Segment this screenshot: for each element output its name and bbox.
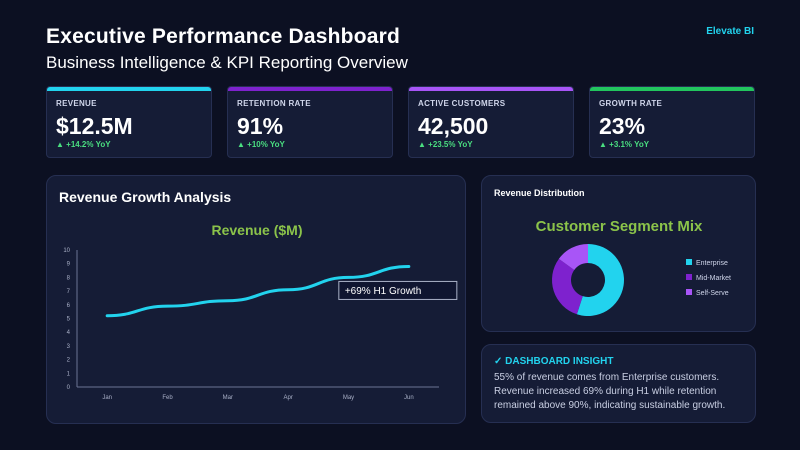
insight-line: Revenue increased 69% during H1 while re… — [494, 386, 717, 397]
kpi-card-growth-rate: GROWTH RATE 23% ▲ +3.1% YoY — [589, 86, 755, 158]
x-tick-label: Jun — [404, 395, 414, 401]
insight-panel: ✓ DASHBOARD INSIGHT 55% of revenue comes… — [481, 344, 756, 423]
x-tick-label: Apr — [283, 395, 292, 401]
y-tick-label: 10 — [63, 248, 70, 254]
chart-title: Customer Segment Mix — [536, 218, 703, 235]
panel-title: Revenue Distribution — [494, 188, 585, 198]
page-title: Executive Performance Dashboard — [46, 25, 401, 48]
donut-slice-enterprise — [576, 244, 624, 316]
y-tick-label: 7 — [67, 289, 71, 295]
x-tick-label: Jan — [102, 395, 112, 401]
y-tick-label: 8 — [67, 275, 71, 281]
x-tick-label: Mar — [223, 395, 233, 401]
legend-swatch — [686, 289, 692, 295]
kpi-label: REVENUE — [56, 99, 97, 108]
kpi-value: 91% — [237, 113, 284, 139]
kpi-card-revenue: REVENUE $12.5M ▲ +14.2% YoY — [46, 86, 212, 158]
kpi-accent-bar — [228, 87, 392, 91]
legend-label: Enterprise — [696, 260, 728, 267]
revenue-series-line — [105, 264, 411, 318]
legend-swatch — [686, 274, 692, 280]
kpi-value: $12.5M — [56, 113, 133, 139]
x-tick-label: Feb — [162, 395, 173, 401]
insight-line: 55% of revenue comes from Enterprise cus… — [494, 372, 720, 383]
x-tick-label: May — [343, 395, 354, 401]
donut-slice-self-serve — [558, 244, 588, 271]
kpi-card-retention: RETENTION RATE 91% ▲ +10% YoY — [227, 86, 393, 158]
kpi-accent-bar — [47, 87, 211, 91]
legend-label: Mid-Market — [696, 275, 731, 282]
revenue-growth-panel: Revenue Growth Analysis Revenue ($M) 0 1 2 3… — [46, 175, 466, 424]
revenue-line-chart: Revenue ($M) 0 1 2 3 4 5 6 7 8 9 10 Jan Feb Mar Apr May J… — [63, 222, 458, 401]
kpi-value: 23% — [599, 113, 646, 139]
donut-slice-mid-market — [552, 258, 583, 315]
segment-donut-chart: Customer Segment Mix Enterprise Mid-Market… — [536, 218, 731, 316]
y-tick-label: 2 — [67, 358, 71, 364]
brand-logo: Elevate BI — [706, 26, 754, 37]
insight-line: remained above 90%, indicating sustainab… — [494, 400, 726, 411]
kpi-accent-bar — [409, 87, 573, 91]
insight-body: 55% of revenue comes from Enterprise cus… — [494, 371, 743, 413]
kpi-card-active-customers: ACTIVE CUSTOMERS 42,500 ▲ +23.5% YoY — [408, 86, 574, 158]
kpi-delta: ▲ +10% YoY — [237, 140, 285, 149]
y-tick-label: 1 — [67, 371, 71, 377]
y-tick-label: 3 — [67, 344, 71, 350]
kpi-delta: ▲ +3.1% YoY — [599, 140, 650, 149]
page-subtitle: Business Intelligence & KPI Reporting Ov… — [46, 53, 408, 72]
y-tick-label: 5 — [67, 317, 71, 323]
y-tick-label: 6 — [67, 303, 71, 309]
kpi-accent-bar — [590, 87, 754, 91]
y-tick-label: 4 — [67, 330, 71, 336]
y-tick-label: 9 — [67, 262, 71, 268]
legend-label: Self-Serve — [696, 290, 729, 297]
legend-swatch — [686, 259, 692, 265]
annotation-label: +69% H1 Growth — [345, 286, 421, 297]
kpi-delta: ▲ +23.5% YoY — [418, 140, 473, 149]
panel-title: Revenue Growth Analysis — [59, 189, 232, 205]
annotation-box — [338, 280, 458, 300]
kpi-label: GROWTH RATE — [599, 99, 663, 108]
kpi-value: 42,500 — [418, 113, 489, 139]
kpi-label: ACTIVE CUSTOMERS — [418, 99, 506, 108]
kpi-delta: ▲ +14.2% YoY — [56, 140, 111, 149]
y-tick-label: 0 — [67, 385, 71, 391]
chart-title: Revenue ($M) — [211, 222, 302, 238]
insight-heading: ✓ DASHBOARD INSIGHT — [494, 356, 614, 367]
header: Executive Performance Dashboard Business… — [46, 24, 408, 74]
kpi-label: RETENTION RATE — [237, 99, 311, 108]
revenue-distribution-panel: Revenue Distribution Customer Segment Mi… — [481, 175, 756, 332]
